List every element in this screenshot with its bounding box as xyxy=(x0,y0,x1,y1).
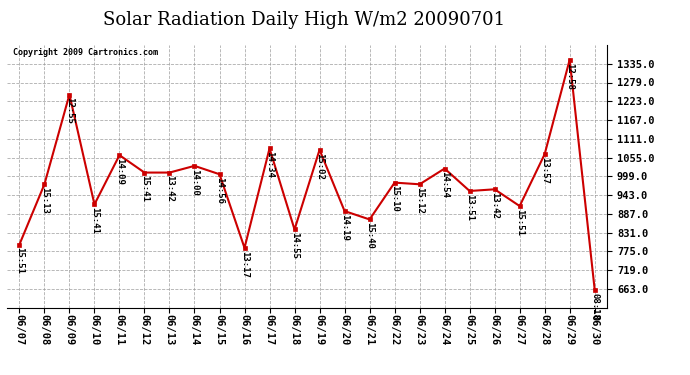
Text: 13:17: 13:17 xyxy=(240,251,249,278)
Text: 12:58: 12:58 xyxy=(565,63,574,89)
Text: 14:00: 14:00 xyxy=(190,169,199,195)
Text: Solar Radiation Daily High W/m2 20090701: Solar Radiation Daily High W/m2 20090701 xyxy=(103,11,504,29)
Text: 14:55: 14:55 xyxy=(290,232,299,259)
Text: 14:54: 14:54 xyxy=(440,171,449,198)
Text: 08:18: 08:18 xyxy=(590,292,599,320)
Text: 14:34: 14:34 xyxy=(265,151,274,178)
Text: 15:41: 15:41 xyxy=(90,207,99,234)
Text: Copyright 2009 Cartronics.com: Copyright 2009 Cartronics.com xyxy=(13,48,158,57)
Text: 15:13: 15:13 xyxy=(40,187,49,214)
Text: 15:40: 15:40 xyxy=(365,222,374,249)
Text: 13:42: 13:42 xyxy=(165,176,174,202)
Text: 15:10: 15:10 xyxy=(390,185,399,212)
Text: 15:51: 15:51 xyxy=(15,248,24,274)
Text: 14:09: 14:09 xyxy=(115,158,124,185)
Text: 13:51: 13:51 xyxy=(465,194,474,220)
Text: 15:12: 15:12 xyxy=(415,187,424,214)
Text: 13:42: 13:42 xyxy=(490,192,499,219)
Text: 14:19: 14:19 xyxy=(340,214,349,241)
Text: 15:02: 15:02 xyxy=(315,153,324,180)
Text: 12:55: 12:55 xyxy=(65,98,74,124)
Text: 15:51: 15:51 xyxy=(515,209,524,236)
Text: 15:41: 15:41 xyxy=(140,176,149,202)
Text: 13:57: 13:57 xyxy=(540,157,549,184)
Text: 14:56: 14:56 xyxy=(215,177,224,204)
